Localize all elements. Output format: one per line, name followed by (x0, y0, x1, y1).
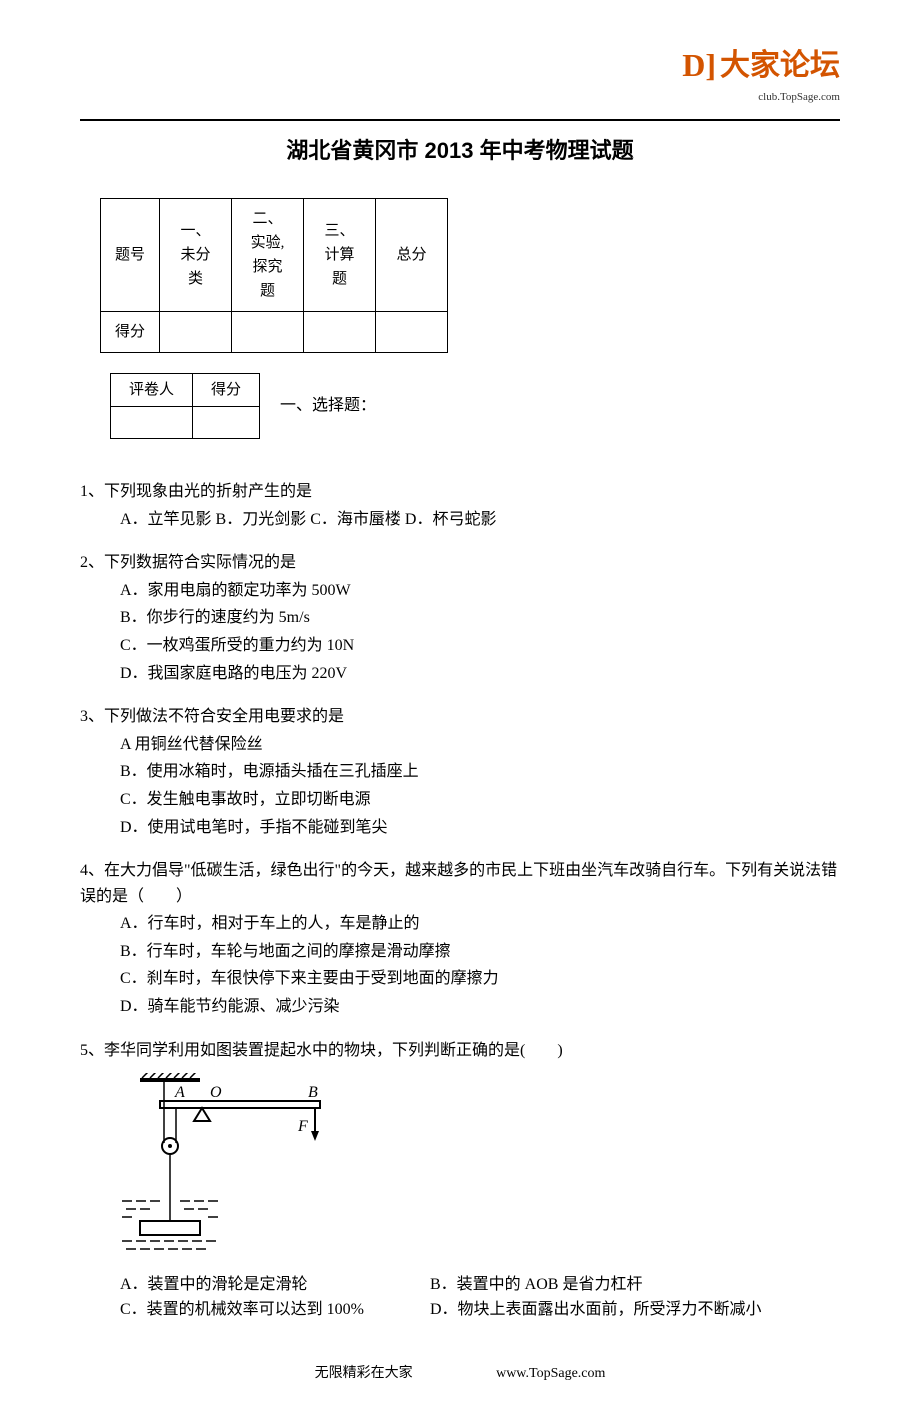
option-c: C．装置的机械效率可以达到 100% (120, 1297, 430, 1323)
options: A 用铜丝代替保险丝 B．使用冰箱时，电源插头插在三孔插座上 C．发生触电事故时… (80, 732, 840, 840)
section-header-row: 评卷人 得分 一、选择题： (110, 373, 840, 439)
label-O: O (210, 1084, 222, 1101)
cell-label: 题号 (101, 198, 160, 311)
footer-left: 无限精彩在大家 (315, 1366, 413, 1381)
option-b: B．使用冰箱时，电源插头插在三孔插座上 (120, 759, 840, 785)
options: A．装置中的滑轮是定滑轮 B．装置中的 AOB 是省力杠杆 C．装置的机械效率可… (80, 1272, 840, 1323)
label-F: F (297, 1118, 308, 1135)
question-number: 3、 (80, 708, 104, 725)
option-b: B．你步行的速度约为 5m/s (120, 605, 840, 631)
footer: 无限精彩在大家 www.TopSage.com (80, 1363, 840, 1385)
question-stem: 下列做法不符合安全用电要求的是 (104, 708, 344, 725)
option-line: A．立竿见影 B．刀光剑影 C．海市蜃楼 D．杯弓蛇影 (120, 507, 840, 533)
option-row: C．装置的机械效率可以达到 100% D．物块上表面露出水面前，所受浮力不断减小 (120, 1297, 840, 1323)
option-a: A．行车时，相对于车上的人，车是静止的 (120, 911, 840, 937)
option-d: D．我国家庭电路的电压为 220V (120, 661, 840, 687)
page-title: 湖北省黄冈市 2013 年中考物理试题 (80, 133, 840, 168)
label-A: A (174, 1084, 185, 1101)
section-label: 一、选择题： (280, 393, 376, 419)
option-b: B．行车时，车轮与地面之间的摩擦是滑动摩擦 (120, 939, 840, 965)
score-table: 题号 一、未分类 二、实验,探究题 三、计算题 总分 得分 (100, 198, 448, 353)
question-2: 2、下列数据符合实际情况的是 A．家用电扇的额定功率为 500W B．你步行的速… (80, 550, 840, 686)
logo-icon: D] (682, 40, 716, 91)
cell-col2: 二、实验,探究题 (232, 198, 304, 311)
cell-empty (232, 311, 304, 352)
logo-area: D] 大家论坛 club.TopSage.com (80, 40, 840, 109)
cell-empty (111, 406, 193, 438)
question-5: 5、李华同学利用如图装置提起水中的物块，下列判断正确的是( ) A O B (80, 1038, 840, 1323)
table-row (111, 406, 260, 438)
option-c: C．刹车时，车很快停下来主要由于受到地面的摩擦力 (120, 966, 840, 992)
label-B: B (308, 1084, 318, 1101)
cell-empty (304, 311, 376, 352)
options: A．家用电扇的额定功率为 500W B．你步行的速度约为 5m/s C．一枚鸡蛋… (80, 578, 840, 686)
cell-col1: 一、未分类 (160, 198, 232, 311)
logo: D] 大家论坛 club.TopSage.com (682, 40, 840, 107)
options: A．立竿见影 B．刀光剑影 C．海市蜃楼 D．杯弓蛇影 (80, 507, 840, 533)
logo-main: D] 大家论坛 (682, 40, 840, 91)
options: A．行车时，相对于车上的人，车是静止的 B．行车时，车轮与地面之间的摩擦是滑动摩… (80, 911, 840, 1019)
option-d: D．骑车能节约能源、减少污染 (120, 994, 840, 1020)
question-number: 2、 (80, 554, 104, 571)
option-c: C．发生触电事故时，立即切断电源 (120, 787, 840, 813)
question-3: 3、下列做法不符合安全用电要求的是 A 用铜丝代替保险丝 B．使用冰箱时，电源插… (80, 704, 840, 840)
option-row: A．装置中的滑轮是定滑轮 B．装置中的 AOB 是省力杠杆 (120, 1272, 840, 1298)
option-b: B．装置中的 AOB 是省力杠杆 (430, 1272, 642, 1298)
logo-subtext: club.TopSage.com (682, 89, 840, 107)
logo-text: 大家论坛 (720, 42, 840, 90)
option-c: C．一枚鸡蛋所受的重力约为 10N (120, 633, 840, 659)
option-d: D．物块上表面露出水面前，所受浮力不断减小 (430, 1297, 762, 1323)
grader-label: 评卷人 (111, 373, 193, 406)
grader-table: 评卷人 得分 (110, 373, 260, 439)
cell-empty (193, 406, 260, 438)
question-stem: 下列现象由光的折射产生的是 (104, 483, 312, 500)
cell-empty (376, 311, 448, 352)
cell-col3: 三、计算题 (304, 198, 376, 311)
option-d: D．使用试电笔时，手指不能碰到笔尖 (120, 815, 840, 841)
option-a: A．家用电扇的额定功率为 500W (120, 578, 840, 604)
table-row: 评卷人 得分 (111, 373, 260, 406)
cell-total: 总分 (376, 198, 448, 311)
question-number: 4、 (80, 862, 104, 879)
question-stem: 李华同学利用如图装置提起水中的物块，下列判断正确的是( ) (104, 1042, 563, 1059)
option-a: A．装置中的滑轮是定滑轮 (120, 1272, 430, 1298)
question-number: 1、 (80, 483, 104, 500)
divider (80, 119, 840, 121)
question-1: 1、下列现象由光的折射产生的是 A．立竿见影 B．刀光剑影 C．海市蜃楼 D．杯… (80, 479, 840, 532)
question-stem: 下列数据符合实际情况的是 (104, 554, 296, 571)
question-number: 5、 (80, 1042, 104, 1059)
option-a: A 用铜丝代替保险丝 (120, 732, 840, 758)
score-label: 得分 (193, 373, 260, 406)
table-row: 得分 (101, 311, 448, 352)
cell-empty (160, 311, 232, 352)
question-4: 4、在大力倡导"低碳生活，绿色出行"的今天，越来越多的市民上下班由坐汽车改骑自行… (80, 858, 840, 1020)
diagram-svg: A O B (120, 1073, 350, 1253)
question-stem: 在大力倡导"低碳生活，绿色出行"的今天，越来越多的市民上下班由坐汽车改骑自行车。… (80, 862, 837, 905)
cell-score-label: 得分 (101, 311, 160, 352)
lever-pulley-diagram: A O B (120, 1073, 840, 1262)
table-row: 题号 一、未分类 二、实验,探究题 三、计算题 总分 (101, 198, 448, 311)
footer-right: www.TopSage.com (496, 1366, 605, 1381)
